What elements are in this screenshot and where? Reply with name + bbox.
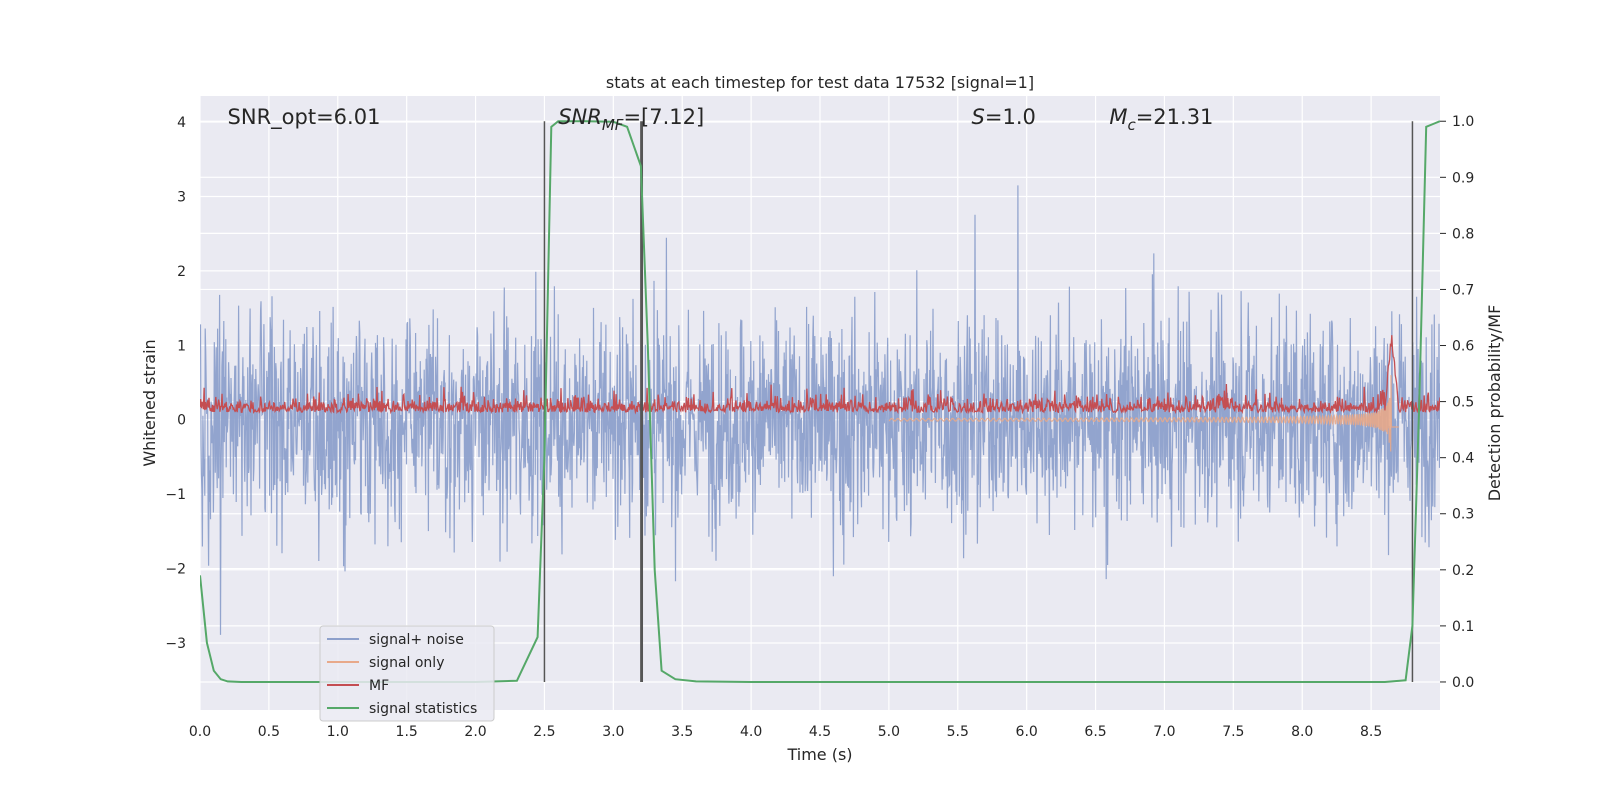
y-right-tick-label: 0.2: [1452, 563, 1474, 579]
annotation-text: S=1.0: [972, 105, 1036, 129]
x-tick-label: 6.0: [1016, 724, 1038, 740]
x-tick-label: 7.5: [1222, 724, 1244, 740]
y-tick-label: 1: [177, 338, 186, 354]
series-signal-only: [888, 375, 1399, 452]
y-right-tick-label: 0.1: [1452, 619, 1474, 635]
annotations: SNR_opt=6.01 SNRMF=[7.12] S=1.0 Mc=21.31: [228, 105, 1214, 134]
x-tick-label: 0.0: [189, 724, 211, 740]
y-tick-label: −1: [165, 487, 186, 503]
y-right-tick-label: 0.6: [1452, 339, 1474, 355]
x-tick-label: 0.5: [258, 724, 280, 740]
legend-box: [319, 625, 495, 722]
x-tick-label: 3.0: [602, 724, 624, 740]
x-tick-label: 3.5: [671, 724, 693, 740]
y-right-tick-label: 0.3: [1452, 507, 1474, 523]
annotation-text: SNRMF=[7.12]: [558, 105, 704, 134]
y-right-tick-label: 0.7: [1452, 282, 1474, 298]
x-tick-label: 4.0: [740, 724, 762, 740]
y-tick-label: −3: [165, 636, 186, 652]
x-tick-label: 2.5: [533, 724, 555, 740]
y-tick-label: −2: [165, 562, 186, 578]
annotation-text: Mc=21.31: [1109, 105, 1213, 134]
x-tick-label: 8.5: [1360, 724, 1382, 740]
chart-title: stats at each timestep for test data 175…: [606, 73, 1034, 92]
legend-label-signal-noise: signal+ noise: [369, 632, 464, 648]
y-right-tick-label: 0.5: [1452, 395, 1474, 411]
y-right-tick-label: 1.0: [1452, 114, 1474, 130]
y-tick-label: 3: [177, 189, 186, 205]
y-right-tick-label: 0.9: [1452, 170, 1474, 186]
y-tick-label: 2: [177, 264, 186, 280]
y-tick-label: 4: [177, 115, 186, 131]
legend-label-mf: MF: [369, 678, 389, 694]
y-right-axis-label: Detection probability/MF: [1485, 305, 1504, 502]
annotation-text: SNR_opt=6.01: [228, 105, 381, 130]
x-tick-label: 8.0: [1291, 724, 1313, 740]
legend-label-signal-only: signal only: [369, 655, 444, 671]
x-tick-label: 5.0: [878, 724, 900, 740]
y-right-tick-label: 0.4: [1452, 451, 1474, 467]
legend-label-signal-statistics: signal statistics: [369, 701, 477, 717]
series-layer: [200, 185, 1440, 635]
series-signal-noise: [200, 185, 1440, 635]
x-axis-label: Time (s): [786, 745, 852, 764]
x-tick-label: 4.5: [809, 724, 831, 740]
x-tick-label: 1.0: [327, 724, 349, 740]
x-tick-label: 1.5: [396, 724, 418, 740]
stats-layer: [200, 120, 1440, 683]
x-tick-label: 6.5: [1084, 724, 1106, 740]
y-axis-label: Whitened strain: [140, 339, 159, 466]
y-right-tick-label: 0.8: [1452, 226, 1474, 242]
y-tick-label: 0: [177, 413, 186, 429]
series-signal-statistics: [200, 120, 1440, 683]
x-tick-label: 5.5: [947, 724, 969, 740]
y-right-tick-label: 0.0: [1452, 675, 1474, 691]
x-tick-label: 7.0: [1153, 724, 1175, 740]
x-tick-label: 2.0: [464, 724, 486, 740]
series-mf: [200, 335, 1440, 415]
legend: signal+ noise signal only MF signal stat…: [319, 625, 495, 722]
ticks: 0.0 0.5 1.0 1.5 2.0 2.5 3.0 3.5 4.0 4.5 5.0 5.5 6.0 6…: [165, 114, 1474, 740]
